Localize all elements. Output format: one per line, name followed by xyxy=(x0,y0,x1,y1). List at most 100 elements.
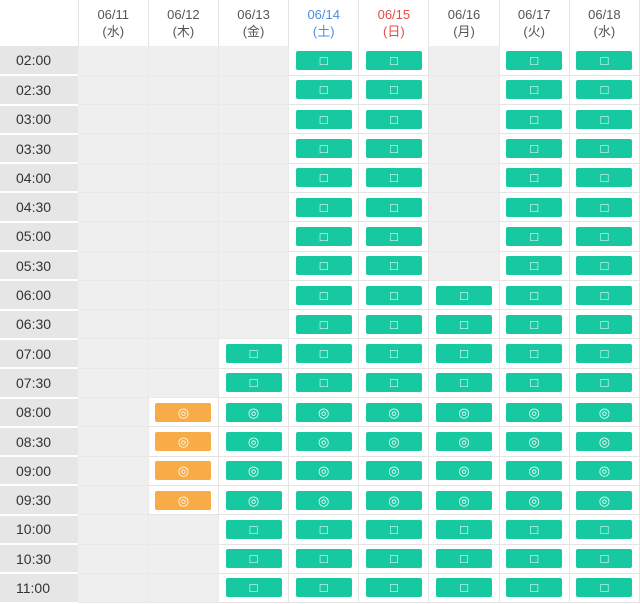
square-slot-button[interactable]: □ xyxy=(506,344,563,364)
square-slot-button[interactable]: □ xyxy=(506,519,563,539)
square-slot-button[interactable]: □ xyxy=(576,314,633,334)
square-slot-button[interactable]: □ xyxy=(576,168,633,188)
square-slot-button[interactable]: □ xyxy=(436,549,493,569)
square-slot-button[interactable]: □ xyxy=(365,344,422,364)
square-slot-button[interactable]: □ xyxy=(295,314,352,334)
square-slot-button[interactable]: □ xyxy=(365,168,422,188)
square-slot-button[interactable]: □ xyxy=(506,197,563,217)
double-circle-slot-button[interactable]: ◎ xyxy=(225,402,282,422)
double-circle-slot-button[interactable]: ◎ xyxy=(295,490,352,510)
square-slot-button[interactable]: □ xyxy=(365,578,422,598)
square-slot-button[interactable]: □ xyxy=(365,549,422,569)
double-circle-slot-button[interactable]: ◎ xyxy=(365,432,422,451)
double-circle-slot-button[interactable]: ◎ xyxy=(155,490,212,510)
square-slot-button[interactable]: □ xyxy=(295,344,352,364)
square-slot-button[interactable]: □ xyxy=(506,549,563,569)
square-slot-button[interactable]: □ xyxy=(506,168,563,188)
square-slot-button[interactable]: □ xyxy=(225,578,282,598)
double-circle-slot-button[interactable]: ◎ xyxy=(295,402,352,422)
double-circle-slot-button[interactable]: ◎ xyxy=(506,490,563,510)
square-slot-button[interactable]: □ xyxy=(295,549,352,569)
square-slot-button[interactable]: □ xyxy=(295,80,352,100)
square-slot-button[interactable]: □ xyxy=(436,578,493,598)
square-slot-button[interactable]: □ xyxy=(576,197,633,217)
square-slot-button[interactable]: □ xyxy=(506,314,563,334)
square-slot-button[interactable]: □ xyxy=(436,314,493,334)
square-slot-button[interactable]: □ xyxy=(506,256,563,276)
square-slot-button[interactable]: □ xyxy=(576,519,633,539)
square-slot-button[interactable]: □ xyxy=(436,373,493,393)
double-circle-slot-button[interactable]: ◎ xyxy=(506,402,563,422)
double-circle-slot-button[interactable]: ◎ xyxy=(155,402,212,422)
double-circle-slot-button[interactable]: ◎ xyxy=(436,402,493,422)
double-circle-slot-button[interactable]: ◎ xyxy=(225,432,282,451)
double-circle-slot-button[interactable]: ◎ xyxy=(365,402,422,422)
square-slot-button[interactable]: □ xyxy=(295,197,352,217)
square-slot-button[interactable]: □ xyxy=(576,109,633,129)
square-slot-button[interactable]: □ xyxy=(576,373,633,393)
square-slot-button[interactable]: □ xyxy=(506,80,563,100)
square-slot-button[interactable]: □ xyxy=(225,373,282,393)
square-slot-button[interactable]: □ xyxy=(506,285,563,305)
double-circle-slot-button[interactable]: ◎ xyxy=(506,432,563,451)
square-slot-button[interactable]: □ xyxy=(295,256,352,276)
double-circle-slot-button[interactable]: ◎ xyxy=(576,490,633,510)
square-slot-button[interactable]: □ xyxy=(365,285,422,305)
square-slot-button[interactable]: □ xyxy=(576,578,633,598)
square-slot-button[interactable]: □ xyxy=(576,139,633,159)
square-slot-button[interactable]: □ xyxy=(365,226,422,246)
double-circle-slot-button[interactable]: ◎ xyxy=(436,432,493,451)
double-circle-slot-button[interactable]: ◎ xyxy=(576,402,633,422)
double-circle-slot-button[interactable]: ◎ xyxy=(436,461,493,481)
square-slot-button[interactable]: □ xyxy=(576,344,633,364)
square-slot-button[interactable]: □ xyxy=(576,256,633,276)
square-slot-button[interactable]: □ xyxy=(576,80,633,100)
square-slot-button[interactable]: □ xyxy=(506,226,563,246)
square-slot-button[interactable]: □ xyxy=(365,373,422,393)
square-slot-button[interactable]: □ xyxy=(436,519,493,539)
double-circle-slot-button[interactable]: ◎ xyxy=(155,461,212,481)
square-slot-button[interactable]: □ xyxy=(576,549,633,569)
square-slot-button[interactable]: □ xyxy=(365,256,422,276)
square-slot-button[interactable]: □ xyxy=(295,139,352,159)
double-circle-slot-button[interactable]: ◎ xyxy=(506,461,563,481)
double-circle-slot-button[interactable]: ◎ xyxy=(295,461,352,481)
square-slot-button[interactable]: □ xyxy=(436,285,493,305)
square-slot-button[interactable]: □ xyxy=(506,578,563,598)
square-slot-button[interactable]: □ xyxy=(295,50,352,70)
square-slot-button[interactable]: □ xyxy=(576,285,633,305)
double-circle-slot-button[interactable]: ◎ xyxy=(225,490,282,510)
square-slot-button[interactable]: □ xyxy=(295,226,352,246)
double-circle-slot-button[interactable]: ◎ xyxy=(365,461,422,481)
square-slot-button[interactable]: □ xyxy=(365,519,422,539)
square-slot-button[interactable]: □ xyxy=(365,314,422,334)
square-slot-button[interactable]: □ xyxy=(295,578,352,598)
double-circle-slot-button[interactable]: ◎ xyxy=(436,490,493,510)
square-slot-button[interactable]: □ xyxy=(506,373,563,393)
square-slot-button[interactable]: □ xyxy=(436,344,493,364)
square-slot-button[interactable]: □ xyxy=(506,109,563,129)
double-circle-slot-button[interactable]: ◎ xyxy=(576,432,633,451)
square-slot-button[interactable]: □ xyxy=(365,80,422,100)
square-slot-button[interactable]: □ xyxy=(225,549,282,569)
double-circle-slot-button[interactable]: ◎ xyxy=(295,432,352,451)
square-slot-button[interactable]: □ xyxy=(295,519,352,539)
double-circle-slot-button[interactable]: ◎ xyxy=(365,490,422,510)
square-slot-button[interactable]: □ xyxy=(365,197,422,217)
square-slot-button[interactable]: □ xyxy=(506,50,563,70)
double-circle-slot-button[interactable]: ◎ xyxy=(155,432,212,451)
double-circle-slot-button[interactable]: ◎ xyxy=(576,461,633,481)
square-slot-button[interactable]: □ xyxy=(295,168,352,188)
square-slot-button[interactable]: □ xyxy=(295,285,352,305)
square-slot-button[interactable]: □ xyxy=(506,139,563,159)
square-slot-button[interactable]: □ xyxy=(576,226,633,246)
double-circle-slot-button[interactable]: ◎ xyxy=(225,461,282,481)
square-slot-button[interactable]: □ xyxy=(295,373,352,393)
square-slot-button[interactable]: □ xyxy=(225,519,282,539)
square-slot-button[interactable]: □ xyxy=(365,50,422,70)
square-slot-button[interactable]: □ xyxy=(295,109,352,129)
square-slot-button[interactable]: □ xyxy=(365,109,422,129)
square-slot-button[interactable]: □ xyxy=(225,344,282,364)
square-slot-button[interactable]: □ xyxy=(576,50,633,70)
square-slot-button[interactable]: □ xyxy=(365,139,422,159)
